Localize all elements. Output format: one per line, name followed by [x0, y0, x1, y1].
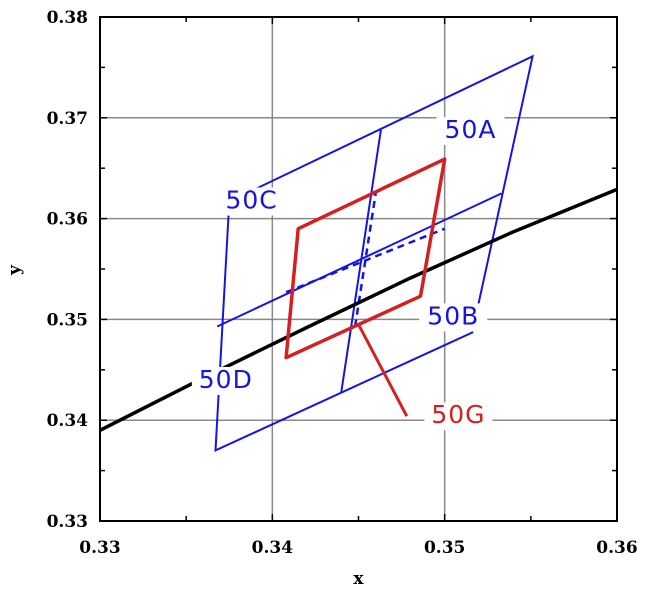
- y-axis-label: y: [5, 264, 25, 276]
- y-tick-label: 0.36: [47, 210, 88, 230]
- blue-dashed-line: [353, 193, 377, 327]
- blue-divider-line: [340, 129, 382, 393]
- x-tick-label: 0.36: [596, 538, 637, 558]
- grid: [100, 17, 617, 521]
- x-tick-label: 0.35: [424, 538, 465, 558]
- leader-line-50G: [357, 323, 409, 417]
- y-tick-label: 0.34: [47, 411, 89, 431]
- blue-outer-quadrilateral: [214, 54, 535, 453]
- x-axis-label: x: [353, 569, 364, 589]
- region-label-bg: [424, 402, 493, 431]
- ticks: 0.33 0.34 0.35 0.36 0.33 0.34 0.35 0.36 0.37 0.38: [47, 8, 638, 558]
- region-label-50a: 50A: [445, 115, 497, 144]
- x-tick-label: 0.33: [79, 538, 120, 558]
- blue-divider-line: [216, 192, 502, 328]
- x-tick-label: 0.34: [252, 538, 294, 558]
- plot-frame: [99, 16, 618, 522]
- y-tick-label: 0.37: [47, 109, 88, 129]
- black-locus-curve: [99, 187, 618, 432]
- y-tick-label: 0.35: [47, 310, 88, 330]
- region-label-50d: 50D: [199, 365, 253, 394]
- region-label-50c: 50C: [226, 186, 278, 215]
- data-layer: [99, 54, 618, 453]
- region-label-bg: [217, 187, 286, 216]
- red-quadrilateral-50G: [284, 157, 447, 360]
- region-label-bg: [191, 366, 260, 395]
- region-label-50g: 50G: [431, 400, 485, 429]
- region-label-bg: [419, 303, 488, 332]
- y-tick-label: 0.38: [47, 8, 88, 28]
- region-label-bg: [436, 116, 505, 145]
- region-label-50b: 50B: [427, 301, 479, 330]
- y-tick-label: 0.33: [47, 512, 88, 532]
- labels-layer: 50A 50B 50C 50D 50G: [191, 115, 505, 431]
